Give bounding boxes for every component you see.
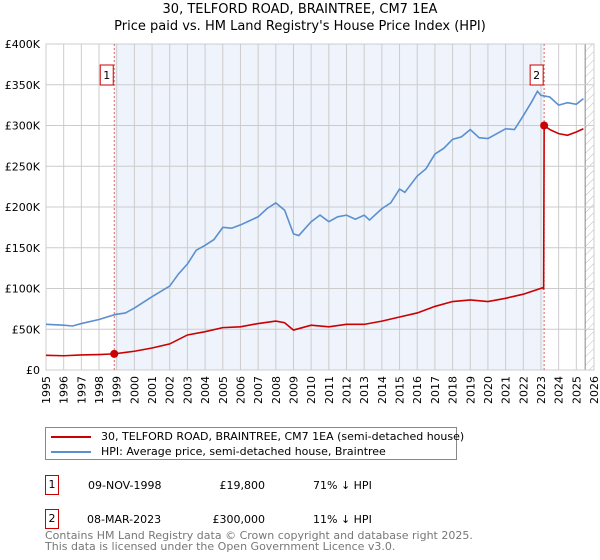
- marker-label: 2: [533, 69, 540, 82]
- price-chart: 1995 1996 1997 1998 1999 2000 2001 2002 2003 2004…: [5, 38, 600, 404]
- y-tick-label: £250K: [5, 160, 41, 173]
- marker-label: 1: [103, 69, 110, 82]
- x-tick-label: 2004: [199, 376, 212, 404]
- x-tick-label: 2025: [570, 376, 583, 404]
- x-tick-label: 2005: [217, 376, 230, 404]
- legend-label-property: 30, TELFORD ROAD, BRAINTREE, CM7 1EA (se…: [101, 430, 465, 443]
- x-tick-label: 2009: [287, 376, 300, 404]
- x-tick-label: 1996: [58, 376, 71, 404]
- x-tick-label: 2017: [429, 376, 442, 404]
- hpi-diff: 71% ↓ HPI: [313, 478, 372, 492]
- x-tick-label: 2010: [305, 376, 318, 404]
- x-tick-label: 1995: [40, 376, 53, 404]
- x-tick-label: 2014: [376, 376, 389, 404]
- marker-badge: 1: [45, 475, 59, 495]
- marker-badge: 2: [45, 509, 59, 529]
- x-tick-label: 2016: [411, 376, 424, 404]
- y-tick-label: £350K: [5, 79, 41, 92]
- legend-blue-line: [51, 450, 91, 453]
- x-tick-label: 2020: [482, 376, 495, 404]
- x-tick-label: 1999: [111, 376, 124, 404]
- y-tick-label: £300K: [5, 120, 41, 133]
- sale-price: £19,800: [219, 478, 266, 492]
- y-tick-label: £200K: [5, 201, 41, 214]
- x-tick-label: 2011: [323, 376, 336, 404]
- x-tick-label: 2018: [447, 376, 460, 404]
- x-tick-label: 2015: [394, 376, 407, 404]
- x-tick-label: 2021: [500, 376, 513, 404]
- plot-frame: [45, 43, 595, 371]
- footer-line: This data is licensed under the Open Gov…: [45, 540, 396, 553]
- y-tick-label: £150K: [5, 242, 41, 255]
- x-tick-label: 2008: [270, 376, 283, 404]
- y-tick-label: £400K: [5, 38, 41, 51]
- x-tick-label: 2022: [517, 376, 530, 404]
- hpi-line: [45, 89, 584, 327]
- marker-badge: [529, 64, 544, 86]
- x-tick-label: 2003: [181, 376, 194, 404]
- x-tick-label: 2023: [535, 376, 548, 404]
- property-price-line: [45, 123, 584, 357]
- x-tick-label: 2007: [252, 376, 265, 404]
- footer-line: Contains HM Land Registry data © Crown c…: [45, 529, 473, 542]
- x-tick-label: 1998: [93, 376, 106, 404]
- marker-badge: [99, 64, 114, 86]
- x-tick-label: 2019: [464, 376, 477, 404]
- x-tick-label: 2013: [358, 376, 371, 404]
- sale-point: [540, 121, 549, 130]
- table-row: 2 08-MAR-2023 £300,000 11% ↓ HPI: [45, 509, 372, 529]
- x-tick-label: 2000: [128, 376, 141, 404]
- x-tick-label: 2001: [146, 376, 159, 404]
- y-tick-label: £50K: [12, 323, 41, 336]
- legend-label-hpi: HPI: Average price, semi-detached house,…: [101, 445, 386, 458]
- sale-date: 08-MAR-2023: [87, 512, 162, 526]
- x-tick-label: 2002: [164, 376, 177, 404]
- x-tick-label: 2012: [341, 376, 354, 404]
- table-row: 1 09-NOV-1998 £19,800 71% ↓ HPI: [45, 475, 372, 495]
- chart-subtitle: Price paid vs. HM Land Registry's House …: [114, 19, 486, 34]
- x-tick-label: 2006: [234, 376, 247, 404]
- chart-title: 30, TELFORD ROAD, BRAINTREE, CM7 1EA: [162, 2, 438, 17]
- x-tick-label: 2026: [588, 376, 600, 404]
- y-tick-label: £0: [26, 364, 40, 377]
- legend: 30, TELFORD ROAD, BRAINTREE, CM7 1EA (se…: [45, 427, 464, 460]
- y-tick-label: £100K: [5, 283, 41, 296]
- footer: Contains HM Land Registry data © Crown c…: [45, 530, 473, 552]
- hpi-diff: 11% ↓ HPI: [313, 512, 372, 526]
- x-tick-label: 1997: [75, 376, 88, 404]
- legend-red-line: [51, 435, 91, 438]
- x-tick-label: 2024: [553, 376, 566, 404]
- sale-price: £300,000: [212, 512, 266, 526]
- sale-point: [110, 349, 119, 358]
- sale-date: 09-NOV-1998: [88, 478, 162, 492]
